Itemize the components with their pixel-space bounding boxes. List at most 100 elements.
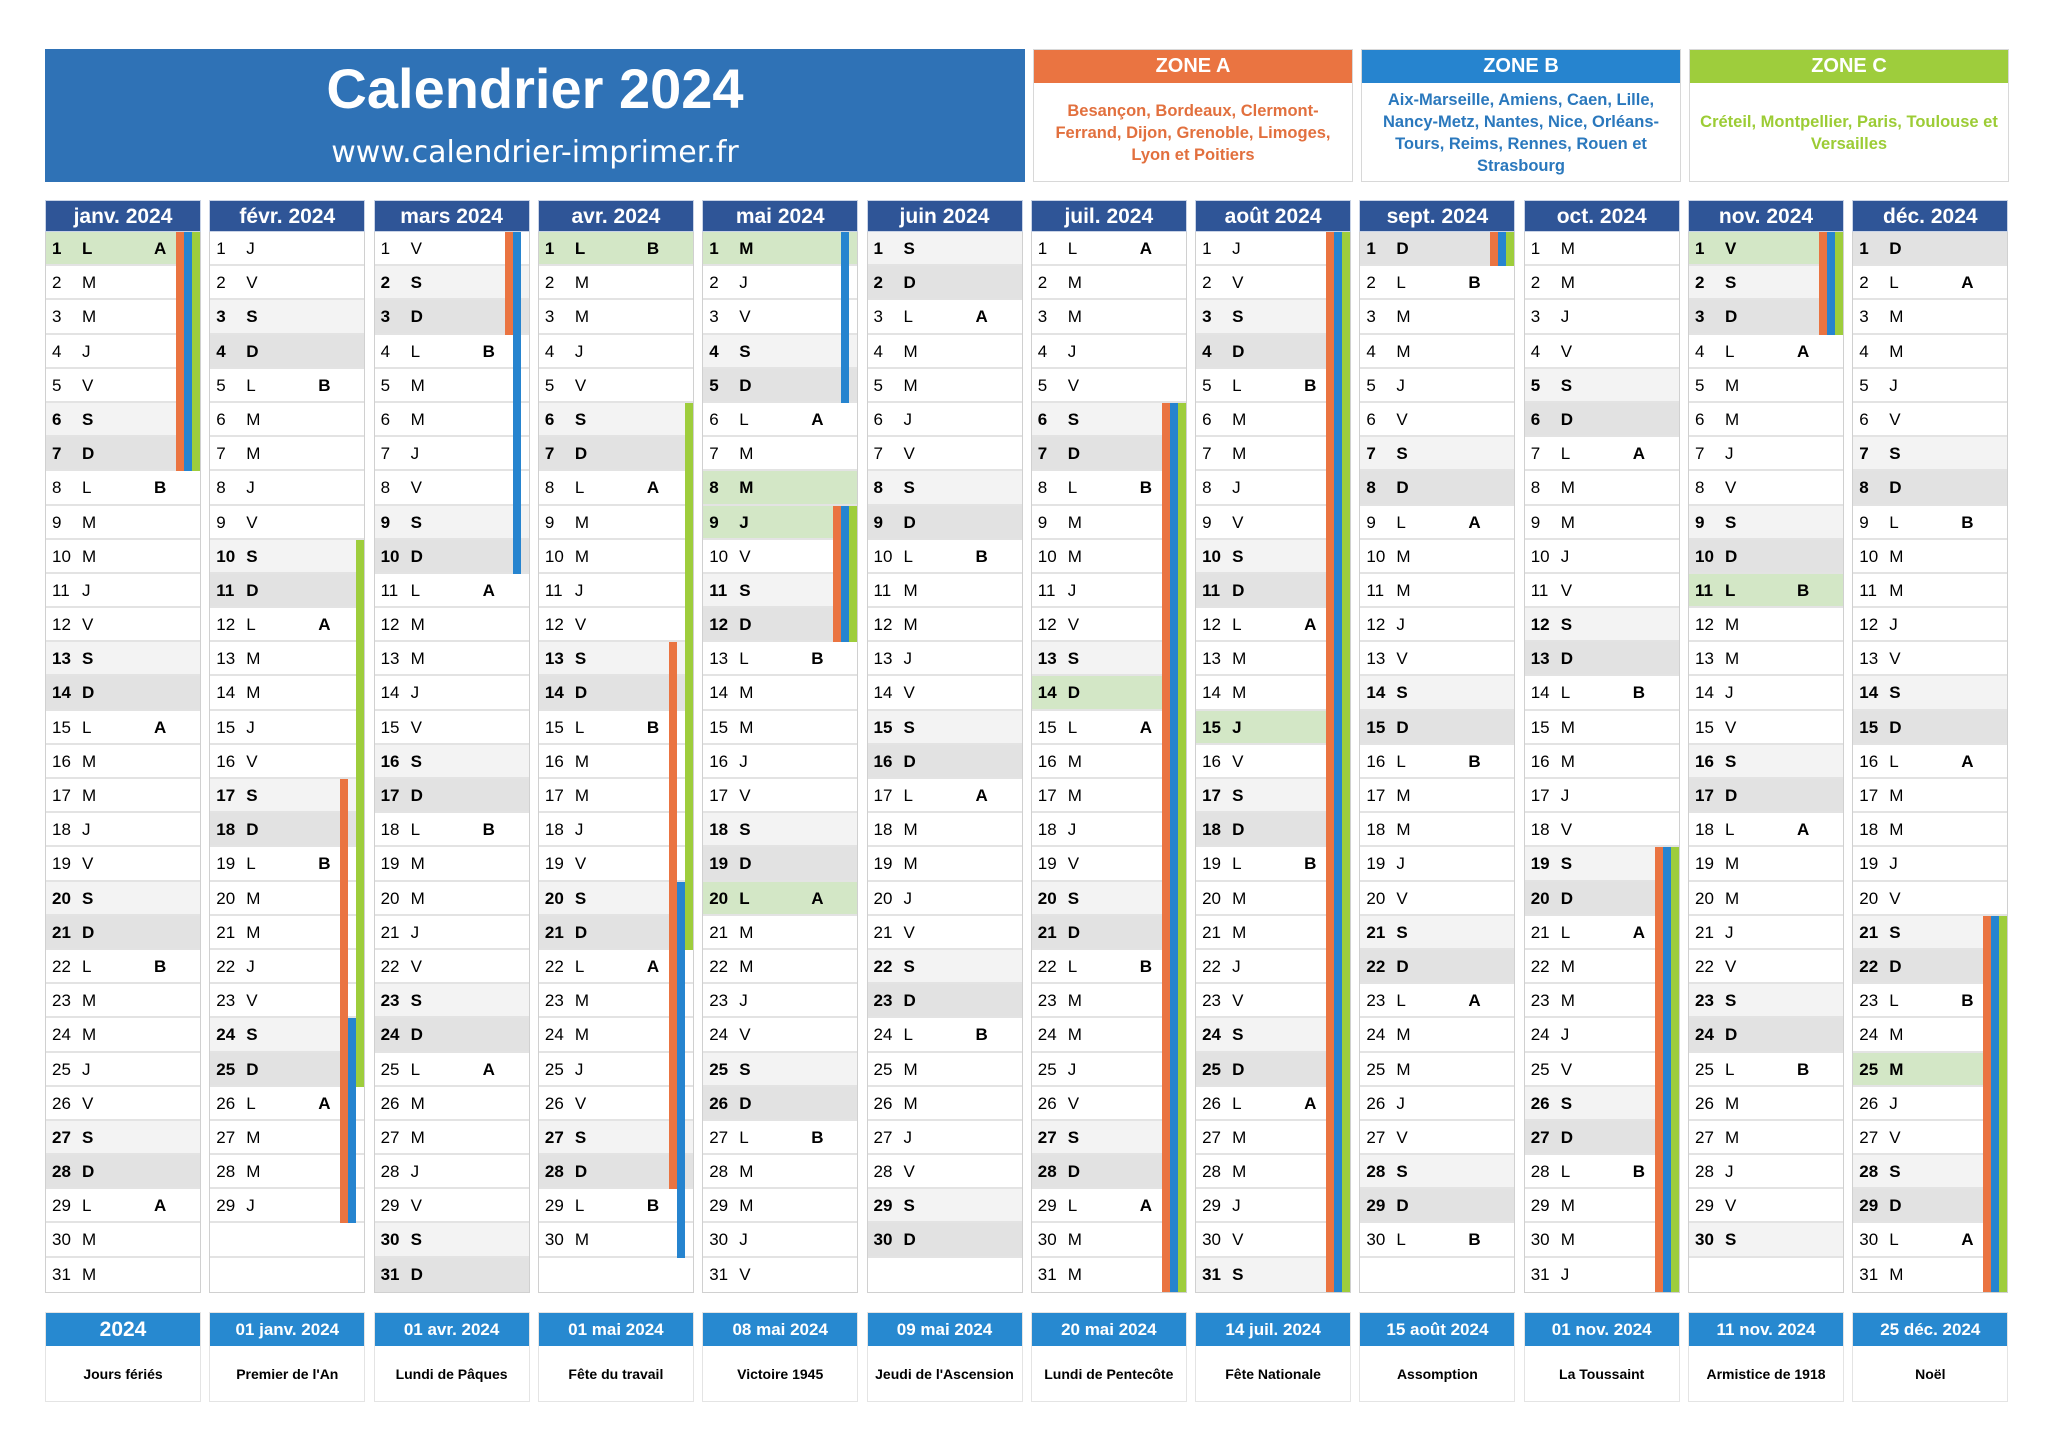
day-number: 1 [1859,239,1869,258]
day-cell: 25 J [1031,1052,1186,1087]
zone-a-vacation-bar [668,779,677,814]
day-of-week: M [1725,649,1740,669]
week-letter: A [1468,991,1481,1011]
day-cell: 16 J [703,744,858,779]
day-number: 7 [1695,444,1705,464]
day-cell: 26 L A [1196,1086,1351,1121]
day-of-week: J [1725,444,1734,464]
zone-b-vacation-bar [1334,881,1343,916]
day-cell: 11 M [1360,573,1515,609]
day-cell: 12 M [374,608,529,643]
zone-c-vacation-bar [1342,1155,1351,1190]
day-number: 24 [709,1025,729,1045]
day-of-week: L [82,1196,92,1216]
day-cell: 20 M [210,881,365,916]
day-number: 17 [52,786,71,805]
day-of-week: J [574,580,584,600]
zone-c-vacation-bar [1342,608,1351,643]
zone-b-vacation-bar [1169,949,1178,985]
month-header: oct. 2024 [1523,200,1680,232]
day-number: 3 [873,307,883,327]
week-letter: A [1139,717,1153,737]
day-cell: 30 M [538,1223,693,1258]
day-number: 10 [1202,546,1222,566]
zone-c-vacation-bar [684,573,693,609]
zone-a-vacation-bar [668,813,677,848]
day-cell: 16 L A [1853,744,2008,779]
day-cell: 20 S [46,881,200,916]
day-number: 27 [873,1127,893,1147]
day-number: 8 [1530,478,1541,498]
zone-c-vacation-bar [1177,539,1186,574]
day-cell: 26 V [538,1086,693,1121]
day-of-week: D [1396,478,1409,498]
day-number: 6 [709,409,719,429]
day-cell: 29 D [1853,1189,2008,1224]
zone-a-vacation-bar [1490,232,1499,267]
day-cell: 31 M [1853,1257,2008,1292]
day-number: 14 [1530,683,1550,703]
day-cell: 30 S [1689,1223,1843,1258]
day-cell: 27 J [867,1120,1022,1156]
day-number: 13 [1859,649,1879,669]
day-of-week: D [1889,1196,1902,1216]
day-number: 6 [1037,409,1048,429]
day-cell: 31 D [374,1257,529,1292]
day-of-week: D [246,580,259,600]
day-of-week: J [410,444,420,464]
zone-b-vacation-bar [1991,1257,2000,1292]
day-number: 5 [709,375,719,395]
day-of-week: J [246,239,255,258]
day-number: 19 [1695,854,1714,874]
day-number: 2 [216,273,226,293]
day-cell: 26 M [374,1086,529,1121]
day-of-week: J [574,820,584,840]
day-of-week: S [574,409,587,429]
day-number: 2 [1530,273,1541,293]
zone-c-vacation-bar [356,608,365,643]
day-number: 9 [873,512,883,532]
zone-b-vacation-bar [676,1018,685,1053]
day-cell: 22 J [1196,949,1351,985]
day-number: 6 [1202,409,1212,429]
day-number: 30 [1530,1230,1550,1250]
day-cell: 20 M [1689,881,1843,916]
day-of-week: M [1232,888,1247,908]
week-letter: A [646,478,660,498]
month-column: nov. 2024 1 V 2 S 3 D 4 L A 5 M 6 M 7 J 8 V 9 S 10 D 11 L B 12 M 13… [1688,200,1844,1293]
day-of-week: D [1725,307,1738,327]
zone-c-vacation-bar [1342,539,1351,574]
day-number: 16 [1859,751,1879,771]
day-number: 9 [52,512,62,532]
day-number: 11 [709,580,728,600]
day-of-week: L [1560,683,1571,703]
day-of-week: D [1067,683,1081,703]
day-of-week: L [1396,512,1406,532]
zone-b-vacation-bar [1827,300,1835,335]
day-cell: 24 S [1196,1018,1351,1053]
zone-c-vacation-bar [1999,1120,2008,1156]
day-number: 12 [1366,615,1386,635]
zone-a-vacation-bar [340,984,349,1019]
day-of-week: L [1232,375,1242,395]
day-cell: 15 L A [1031,710,1186,745]
day-of-week: D [739,375,752,395]
day-number: 15 [1530,717,1550,737]
day-of-week: D [903,512,916,532]
zone-c-vacation-bar [1342,915,1351,950]
day-cell: 10 L B [867,539,1022,574]
day-cell: 13 M [1689,642,1843,677]
week-letter: B [1961,512,1974,532]
day-of-week: S [1889,922,1901,942]
day-of-week: M [410,615,425,635]
zone-c-vacation-bar [1835,232,1843,267]
day-cell: 12 V [46,608,200,643]
day-of-week: S [739,820,751,840]
day-number: 21 [1202,922,1222,942]
day-number: 19 [709,854,729,874]
